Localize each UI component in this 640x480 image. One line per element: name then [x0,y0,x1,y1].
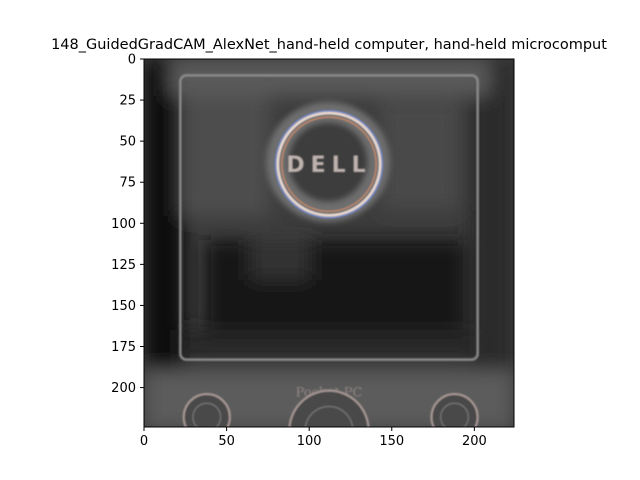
logo-ring-outer [274,109,384,219]
x-tick-label: 0 [140,434,148,449]
device-button-ring [440,402,470,427]
y-tick-label: 125 [111,258,136,273]
y-tick-label: 50 [119,135,136,150]
y-tick-label: 150 [111,299,136,314]
device-button-2 [288,389,370,427]
x-axis: 0 50 100 150 200 [140,427,487,449]
x-tick-label: 200 [462,434,487,449]
y-tick-label: 25 [119,94,136,109]
logo-ring-inner [281,116,377,213]
heatmap-image [144,59,514,427]
y-tick-label: 100 [111,217,136,232]
device-button-ring [304,405,354,427]
device-button-ring [192,402,222,427]
y-axis: 0 25 50 75 100 125 150 175 200 [111,53,144,396]
y-tick-label: 0 [128,53,136,68]
x-tick-label: 50 [218,434,235,449]
dell-logo-text: DELL [286,153,371,178]
chart-title: 148_GuidedGradCAM_AlexNet_hand-held comp… [51,37,607,53]
device-button-3 [430,393,479,427]
logo-ring [276,111,382,217]
screen-frame-outline [179,74,479,361]
x-tick-label: 150 [379,434,404,449]
device-button-1 [182,393,231,427]
x-tick-label: 100 [297,434,322,449]
plot-frame [143,58,515,428]
y-tick-label: 75 [119,176,136,191]
y-tick-label: 200 [111,381,136,396]
y-tick-label: 175 [111,340,136,355]
